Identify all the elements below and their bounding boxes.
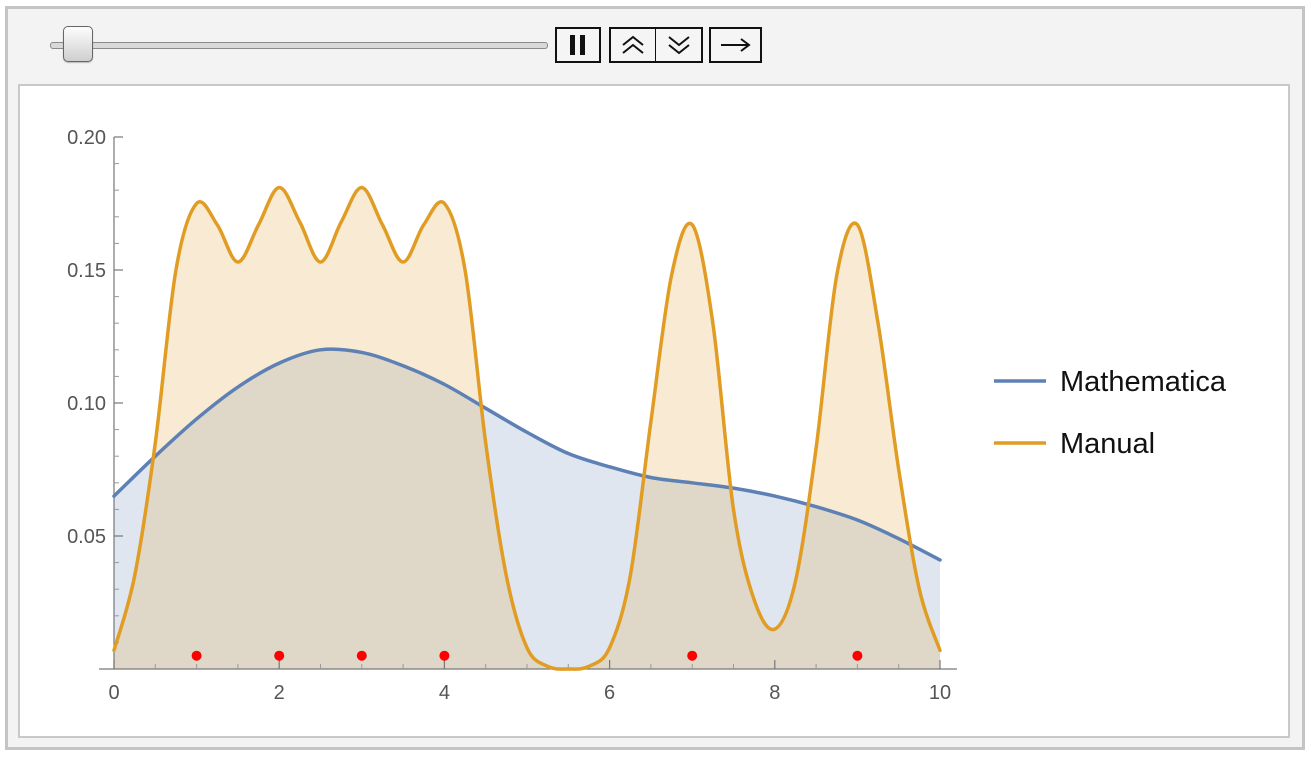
y-tick-label: 0.15: [67, 260, 106, 282]
data-point: [274, 650, 285, 661]
data-point: [191, 650, 202, 661]
x-tick-label: 0: [108, 682, 119, 704]
double-chevron-up-icon: [622, 35, 644, 54]
x-tick-label: 6: [604, 682, 615, 704]
slider-thumb-icon[interactable]: [63, 26, 93, 62]
x-tick-label: 4: [439, 682, 450, 704]
plot-panel: 0 2 4 6 8 10 0.05 0.10 0.15 0.20 Mathematica Manua…: [18, 84, 1290, 738]
series-line-manual: [112, 185, 942, 671]
distribution-chart: 0 2 4 6 8 10 0.05 0.10 0.15 0.20 Mathematica Manua…: [67, 127, 1227, 704]
manipulate-frame: 0 2 4 6 8 10 0.05 0.10 0.15 0.20 Mathematica Manua…: [5, 6, 1305, 750]
data-point: [687, 650, 698, 661]
series-line-mathematica: [112, 347, 942, 562]
legend-label-mathematica: Mathematica: [1060, 366, 1227, 398]
x-tick-label: 2: [274, 682, 285, 704]
y-tick-label: 0.05: [67, 526, 106, 548]
data-point: [852, 650, 863, 661]
area-fill-manual: [114, 187, 940, 670]
animation-controls: [8, 9, 1302, 81]
y-tick-label: 0.20: [67, 127, 106, 149]
data-points: [191, 650, 863, 661]
data-point: [439, 650, 450, 661]
legend: Mathematica Manual: [994, 366, 1227, 460]
legend-label-manual: Manual: [1060, 428, 1155, 460]
area-fills: [114, 187, 940, 670]
area-fill-mathematica: [114, 349, 940, 669]
x-tick-label: 8: [769, 682, 780, 704]
pause-button[interactable]: [555, 27, 601, 63]
double-chevron-down-icon: [667, 36, 690, 55]
pause-icon: [570, 35, 585, 55]
x-tick-label: 10: [929, 682, 951, 704]
faster-button[interactable]: [609, 27, 656, 63]
slower-button[interactable]: [655, 27, 703, 63]
animation-slider-track[interactable]: [50, 42, 548, 49]
y-tick-label: 0.10: [67, 393, 106, 415]
right-arrow-icon: [720, 38, 751, 52]
direction-button[interactable]: [709, 27, 762, 63]
data-point: [356, 650, 367, 661]
series-lines: [112, 185, 942, 671]
